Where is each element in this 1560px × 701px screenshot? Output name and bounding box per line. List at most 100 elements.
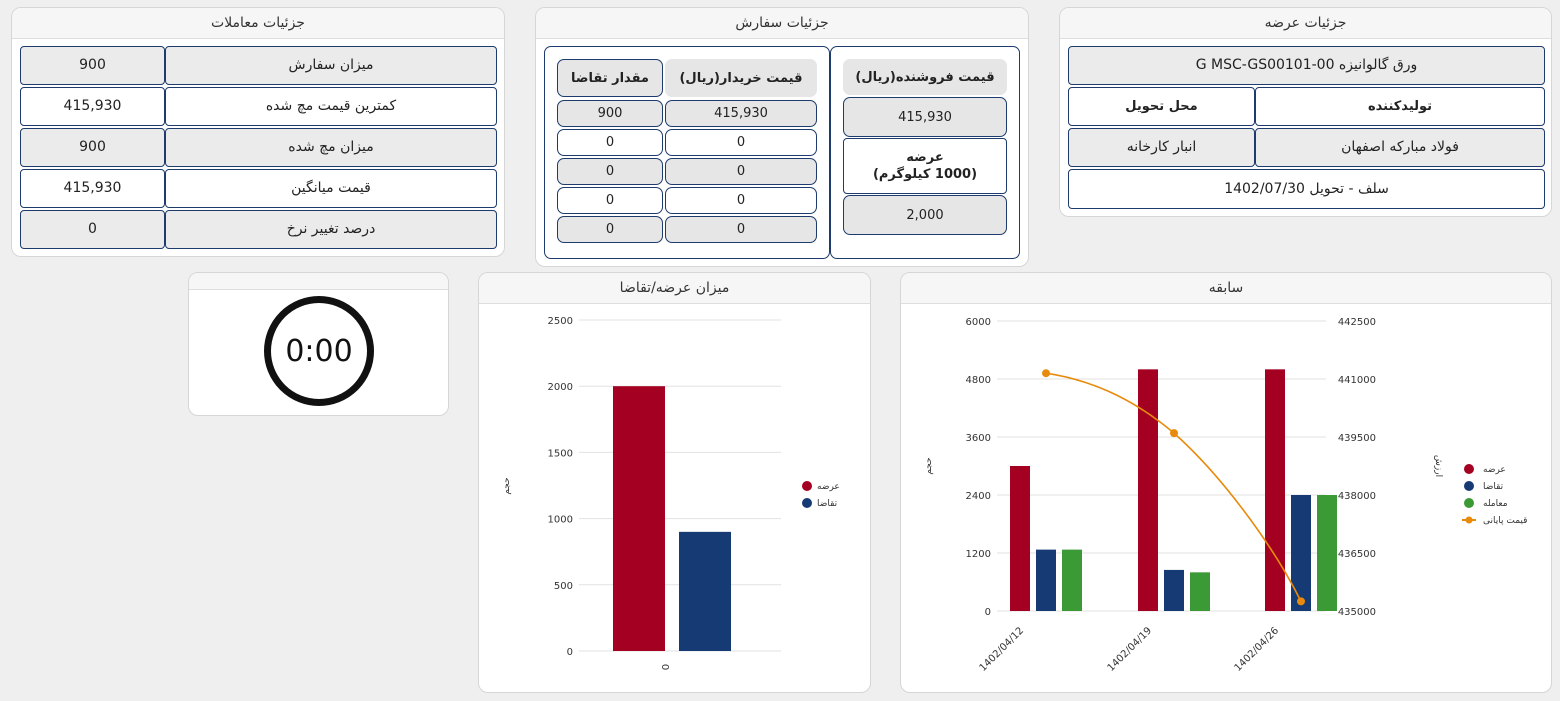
final-price-point [1170, 429, 1178, 438]
y-right-tick-label: 439500 [1338, 433, 1376, 444]
bar-supply [1138, 369, 1158, 611]
table-row-label: درصد تغییر نرخ [165, 210, 497, 249]
final-price-line [1045, 372, 1302, 602]
timer-value: 0:00 [285, 333, 353, 369]
bar-demand [1291, 495, 1311, 611]
x-tick-label: 0 [661, 664, 672, 670]
table-row-value: 900 [20, 46, 165, 85]
supply-label-text: عرضه [906, 150, 944, 165]
y-right-tick-label: 438000 [1338, 491, 1376, 502]
producer-value: فولاد مبارکه اصفهان [1255, 128, 1545, 167]
y-tick-label: 0 [567, 647, 573, 658]
legend-label: معامله [1483, 499, 1508, 509]
bid-price: 0 [665, 129, 817, 156]
x-tick-label: 1402/04/12 [978, 625, 1027, 674]
table-row-value: 0 [20, 210, 165, 249]
y-axis-label: حجم [924, 457, 934, 474]
y-tick-label: 2400 [966, 491, 991, 502]
history-chart: 0 1200 2400 3600 4800 6000 435000 436500 438000 4… [924, 317, 1527, 674]
legend-label: تقاضا [1483, 482, 1504, 492]
transactions-title: جزئیات معاملات [12, 8, 504, 39]
y-right-tick-label: 442500 [1338, 317, 1376, 328]
history-chart-panel: سابقه 0 1200 2400 3600 4800 6000 435000 436500 4… [900, 272, 1552, 693]
legend-label: عرضه [1483, 465, 1506, 475]
order-panel: جزئیات سفارش قیمت فروشنده(ریال) 415,930 … [535, 7, 1029, 267]
legend-marker [802, 481, 812, 491]
final-price-point [1042, 369, 1050, 378]
offer-title: جزئیات عرضه [1060, 8, 1551, 39]
y-tick-label: 500 [554, 581, 573, 592]
y-tick-label: 1200 [966, 549, 991, 560]
buyer-price-header: قیمت خریدار(ریال) [665, 59, 817, 97]
y-right-tick-label: 441000 [1338, 375, 1376, 386]
bid-qty: 0 [557, 129, 663, 156]
seller-frame [830, 46, 1020, 259]
bar-trade [1062, 549, 1082, 611]
legend-marker [1464, 464, 1474, 474]
product-name: ورق گالوانیزه G MSC-GS00101-00 [1068, 46, 1545, 85]
timer-panel: 0:00 [188, 272, 449, 416]
table-row-value: 900 [20, 128, 165, 167]
legend-label: قیمت پایانی [1483, 516, 1527, 526]
y-tick-label: 4800 [966, 375, 991, 386]
bid-qty: 0 [557, 216, 663, 243]
y-tick-label: 0 [985, 607, 991, 618]
bar-trade [1317, 495, 1337, 611]
bid-price: 0 [665, 216, 817, 243]
legend-marker [1464, 481, 1474, 491]
table-row-value: 415,930 [20, 169, 165, 208]
final-price-point [1297, 597, 1305, 606]
supply-label: عرضه (1000 کیلوگرم) [843, 138, 1007, 194]
bar-supply [613, 386, 665, 651]
y-tick-label: 2000 [548, 382, 573, 393]
countdown-timer: 0:00 [264, 296, 374, 406]
bids-frame [544, 46, 830, 259]
demand-qty-header: مقدار تقاضا [557, 59, 663, 97]
bid-price: 0 [665, 158, 817, 185]
table-row-label: قیمت میانگین [165, 169, 497, 208]
legend-marker [1465, 516, 1473, 524]
supply-demand-chart: 0 500 1000 1500 2000 2500 حجم 0 عرضه تقاضا [502, 316, 840, 670]
x-tick-label: 1402/04/26 [1233, 625, 1282, 674]
bid-price: 0 [665, 187, 817, 214]
x-tick-label: 1402/04/19 [1106, 625, 1155, 674]
bar-supply [1010, 466, 1030, 611]
supply-demand-chart-panel: میزان عرضه/تقاضا 0 500 1000 1500 2000 2500 حجم… [478, 272, 871, 693]
y-tick-label: 1500 [548, 448, 573, 459]
supply-unit-text: (1000 کیلوگرم) [872, 167, 978, 182]
y-right-axis-label: ارزش [1433, 455, 1443, 477]
seller-price-header: قیمت فروشنده(ریال) [843, 59, 1007, 95]
bid-qty: 0 [557, 158, 663, 185]
bid-qty: 0 [557, 187, 663, 214]
bid-price: 415,930 [665, 100, 817, 127]
offer-panel: جزئیات عرضه ورق گالوانیزه G MSC-GS00101-… [1059, 7, 1552, 217]
delivery-place-value: انبار کارخانه [1068, 128, 1255, 167]
delivery-place-header: محل تحویل [1068, 87, 1255, 126]
legend-label: تقاضا [817, 499, 838, 509]
y-tick-label: 6000 [966, 317, 991, 328]
settlement-info: سلف - تحویل 1402/07/30 [1068, 169, 1545, 209]
bar-demand [679, 531, 731, 651]
y-right-tick-label: 435000 [1338, 607, 1376, 618]
bar-supply [1265, 369, 1285, 611]
history-chart-title: سابقه [901, 273, 1551, 304]
table-row-label: میزان سفارش [165, 46, 497, 85]
bid-qty: 900 [557, 100, 663, 127]
y-right-tick-label: 436500 [1338, 549, 1376, 560]
y-tick-label: 1000 [548, 515, 573, 526]
table-row-label: کمترین قیمت مچ شده [165, 87, 497, 126]
y-axis-label: حجم [502, 477, 512, 494]
seller-price-value: 415,930 [843, 97, 1007, 137]
bar-trade [1190, 572, 1210, 611]
table-row-label: میزان مچ شده [165, 128, 497, 167]
bar-demand [1164, 569, 1184, 611]
bar-demand [1036, 549, 1056, 611]
legend-marker [802, 498, 812, 508]
transactions-panel: جزئیات معاملات میزان سفارش 900 کمترین قی… [11, 7, 505, 257]
legend-label: عرضه [817, 482, 840, 492]
y-tick-label: 2500 [548, 316, 573, 327]
legend-marker [1464, 498, 1474, 508]
order-title: جزئیات سفارش [536, 8, 1028, 39]
supply-value: 2,000 [843, 195, 1007, 235]
producer-header: تولیدکننده [1255, 87, 1545, 126]
